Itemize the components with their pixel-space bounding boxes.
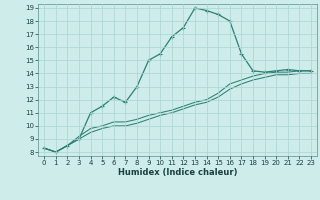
X-axis label: Humidex (Indice chaleur): Humidex (Indice chaleur): [118, 168, 237, 177]
